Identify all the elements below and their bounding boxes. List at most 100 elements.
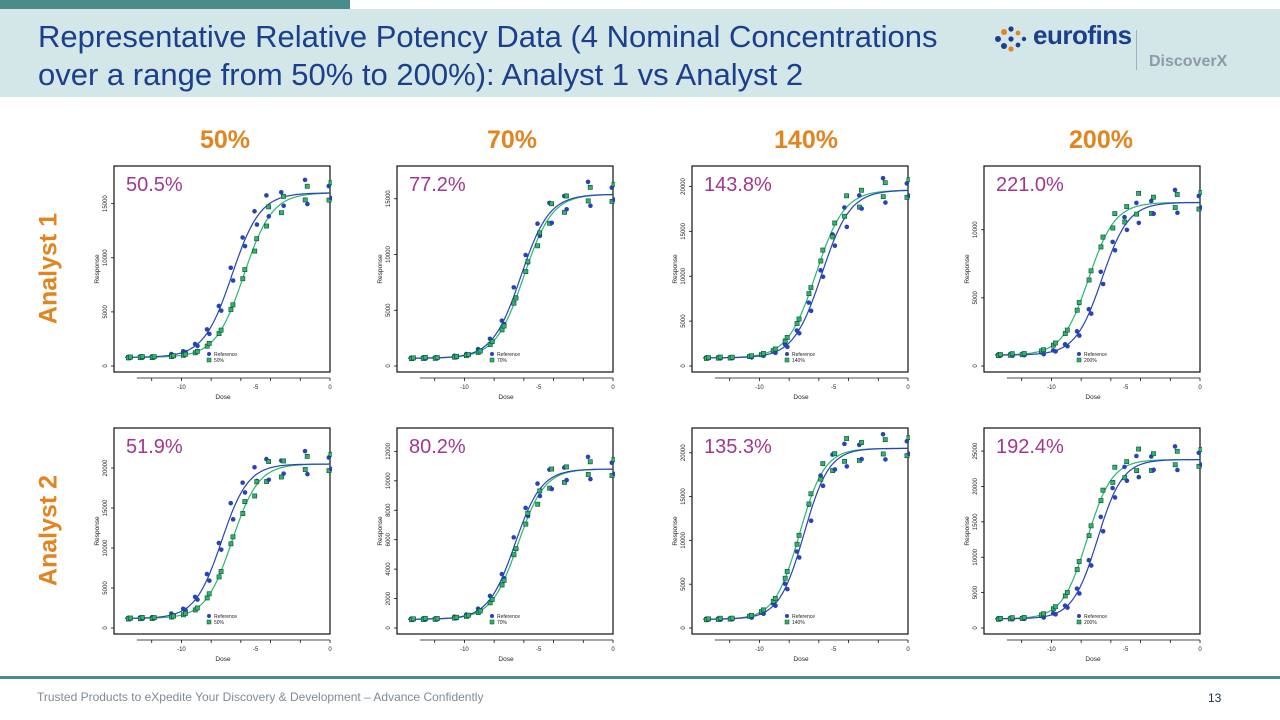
test-point <box>882 437 888 443</box>
reference-point <box>842 441 847 447</box>
potency-label: 221.0% <box>996 174 1064 196</box>
y-tick-label: 6000 <box>386 532 392 546</box>
test-point <box>1100 234 1106 240</box>
y-tick-label: 10000 <box>681 267 687 284</box>
logo-divider <box>1136 30 1137 70</box>
plot-frame <box>396 427 614 635</box>
test-point <box>511 552 517 558</box>
reference-point <box>1098 269 1104 275</box>
legend-test-marker <box>206 619 212 625</box>
test-curve <box>994 201 1200 356</box>
test-point <box>880 451 886 457</box>
test-point <box>906 177 910 183</box>
test-point <box>842 213 847 219</box>
reference-point <box>254 222 260 227</box>
reference-point <box>1122 464 1127 470</box>
test-point <box>216 574 222 580</box>
legend-reference-label: Reference <box>214 614 237 620</box>
reference-point <box>1134 200 1139 206</box>
test-point <box>844 436 849 441</box>
test-point <box>511 300 517 306</box>
y-tick-label: 15000 <box>386 190 392 207</box>
legend-reference-marker <box>490 352 494 356</box>
legend-test-label: 140% <box>792 358 805 364</box>
x-axis-label: Dose <box>1085 394 1101 400</box>
test-point <box>1041 347 1046 353</box>
test-point <box>525 259 531 265</box>
test-point <box>1124 459 1130 465</box>
reference-point <box>281 471 286 476</box>
test-point <box>1112 211 1118 217</box>
test-point <box>1076 300 1082 305</box>
x-tick-label: 0 <box>906 647 910 653</box>
x-axis-label: Dose <box>215 394 231 400</box>
reference-point <box>1112 495 1118 500</box>
test-point <box>422 355 428 360</box>
test-point <box>611 457 615 463</box>
test-point <box>501 578 507 583</box>
reference-point <box>228 500 234 506</box>
test-point <box>1088 523 1094 529</box>
chart-svg-analyst2-50: 0 5000 10000 15000 20000 -10 -5 0 Dose Response Re… <box>94 427 332 662</box>
test-point <box>772 346 778 352</box>
reference-curve <box>408 468 613 620</box>
legend-test-marker <box>206 357 212 363</box>
chart-svg-analyst1-140: 0 5000 10000 15000 20000 -10 -5 0 Dose Response Re… <box>672 165 910 400</box>
page-number: 13 <box>1208 691 1222 705</box>
x-axis-label: Dose <box>498 656 514 662</box>
test-point <box>254 236 260 242</box>
test-point <box>513 295 519 301</box>
reference-point <box>523 505 528 511</box>
test-point <box>564 464 569 470</box>
reference-point <box>808 308 814 314</box>
eurofins-logo: eurofins DiscoverX <box>992 20 1232 74</box>
test-point <box>1086 277 1092 283</box>
reference-point <box>588 476 593 482</box>
y-axis-label: Response <box>377 254 384 284</box>
reference-point <box>1053 349 1058 354</box>
reference-point <box>305 471 310 477</box>
test-point <box>252 493 258 499</box>
test-point <box>499 582 505 588</box>
reference-point <box>511 535 517 540</box>
test-point <box>328 180 332 186</box>
chart-svg-analyst2-200: 0 5000 10000 15000 20000 25000 -10 -5 0 Dose Respo… <box>964 427 1202 662</box>
chart-analyst1-50: 0 5000 10000 15000 -10 -5 0 Dose Response Referen… <box>92 160 332 400</box>
x-tick-label: -5 <box>831 647 837 653</box>
reference-point <box>818 473 823 478</box>
chart-analyst2-140: 0 5000 10000 15000 20000 -10 -5 0 Dose Response Re… <box>670 422 910 662</box>
test-point <box>422 615 428 621</box>
test-point <box>549 201 554 207</box>
test-point <box>281 193 286 199</box>
reference-point <box>611 197 615 202</box>
column-header-50: 50% <box>199 126 251 154</box>
reference-point <box>859 456 864 462</box>
reference-point <box>1053 612 1058 617</box>
test-point <box>194 348 200 354</box>
potency-label: 143.8% <box>704 174 772 196</box>
test-point <box>749 612 754 618</box>
y-tick-label: 20000 <box>103 459 109 476</box>
test-point <box>477 348 483 354</box>
reference-point <box>228 265 234 271</box>
y-tick-label: 5000 <box>103 305 109 319</box>
reference-point <box>832 467 838 472</box>
reference-point <box>808 518 814 524</box>
plot-frame <box>691 165 909 373</box>
test-point <box>784 335 790 340</box>
y-axis-label: Response <box>964 516 971 546</box>
reference-point <box>499 571 505 577</box>
test-point <box>513 546 519 552</box>
y-tick-label: 20000 <box>973 477 979 494</box>
y-tick-label: 0 <box>973 626 979 630</box>
reference-point <box>1151 467 1156 473</box>
test-point <box>171 613 176 619</box>
test-point <box>587 459 593 465</box>
test-point <box>454 614 459 620</box>
reference-point <box>230 517 236 522</box>
reference-point <box>240 235 245 240</box>
reference-point <box>611 471 615 477</box>
test-point <box>535 243 541 249</box>
reference-point <box>773 603 778 608</box>
test-point <box>1134 468 1139 473</box>
